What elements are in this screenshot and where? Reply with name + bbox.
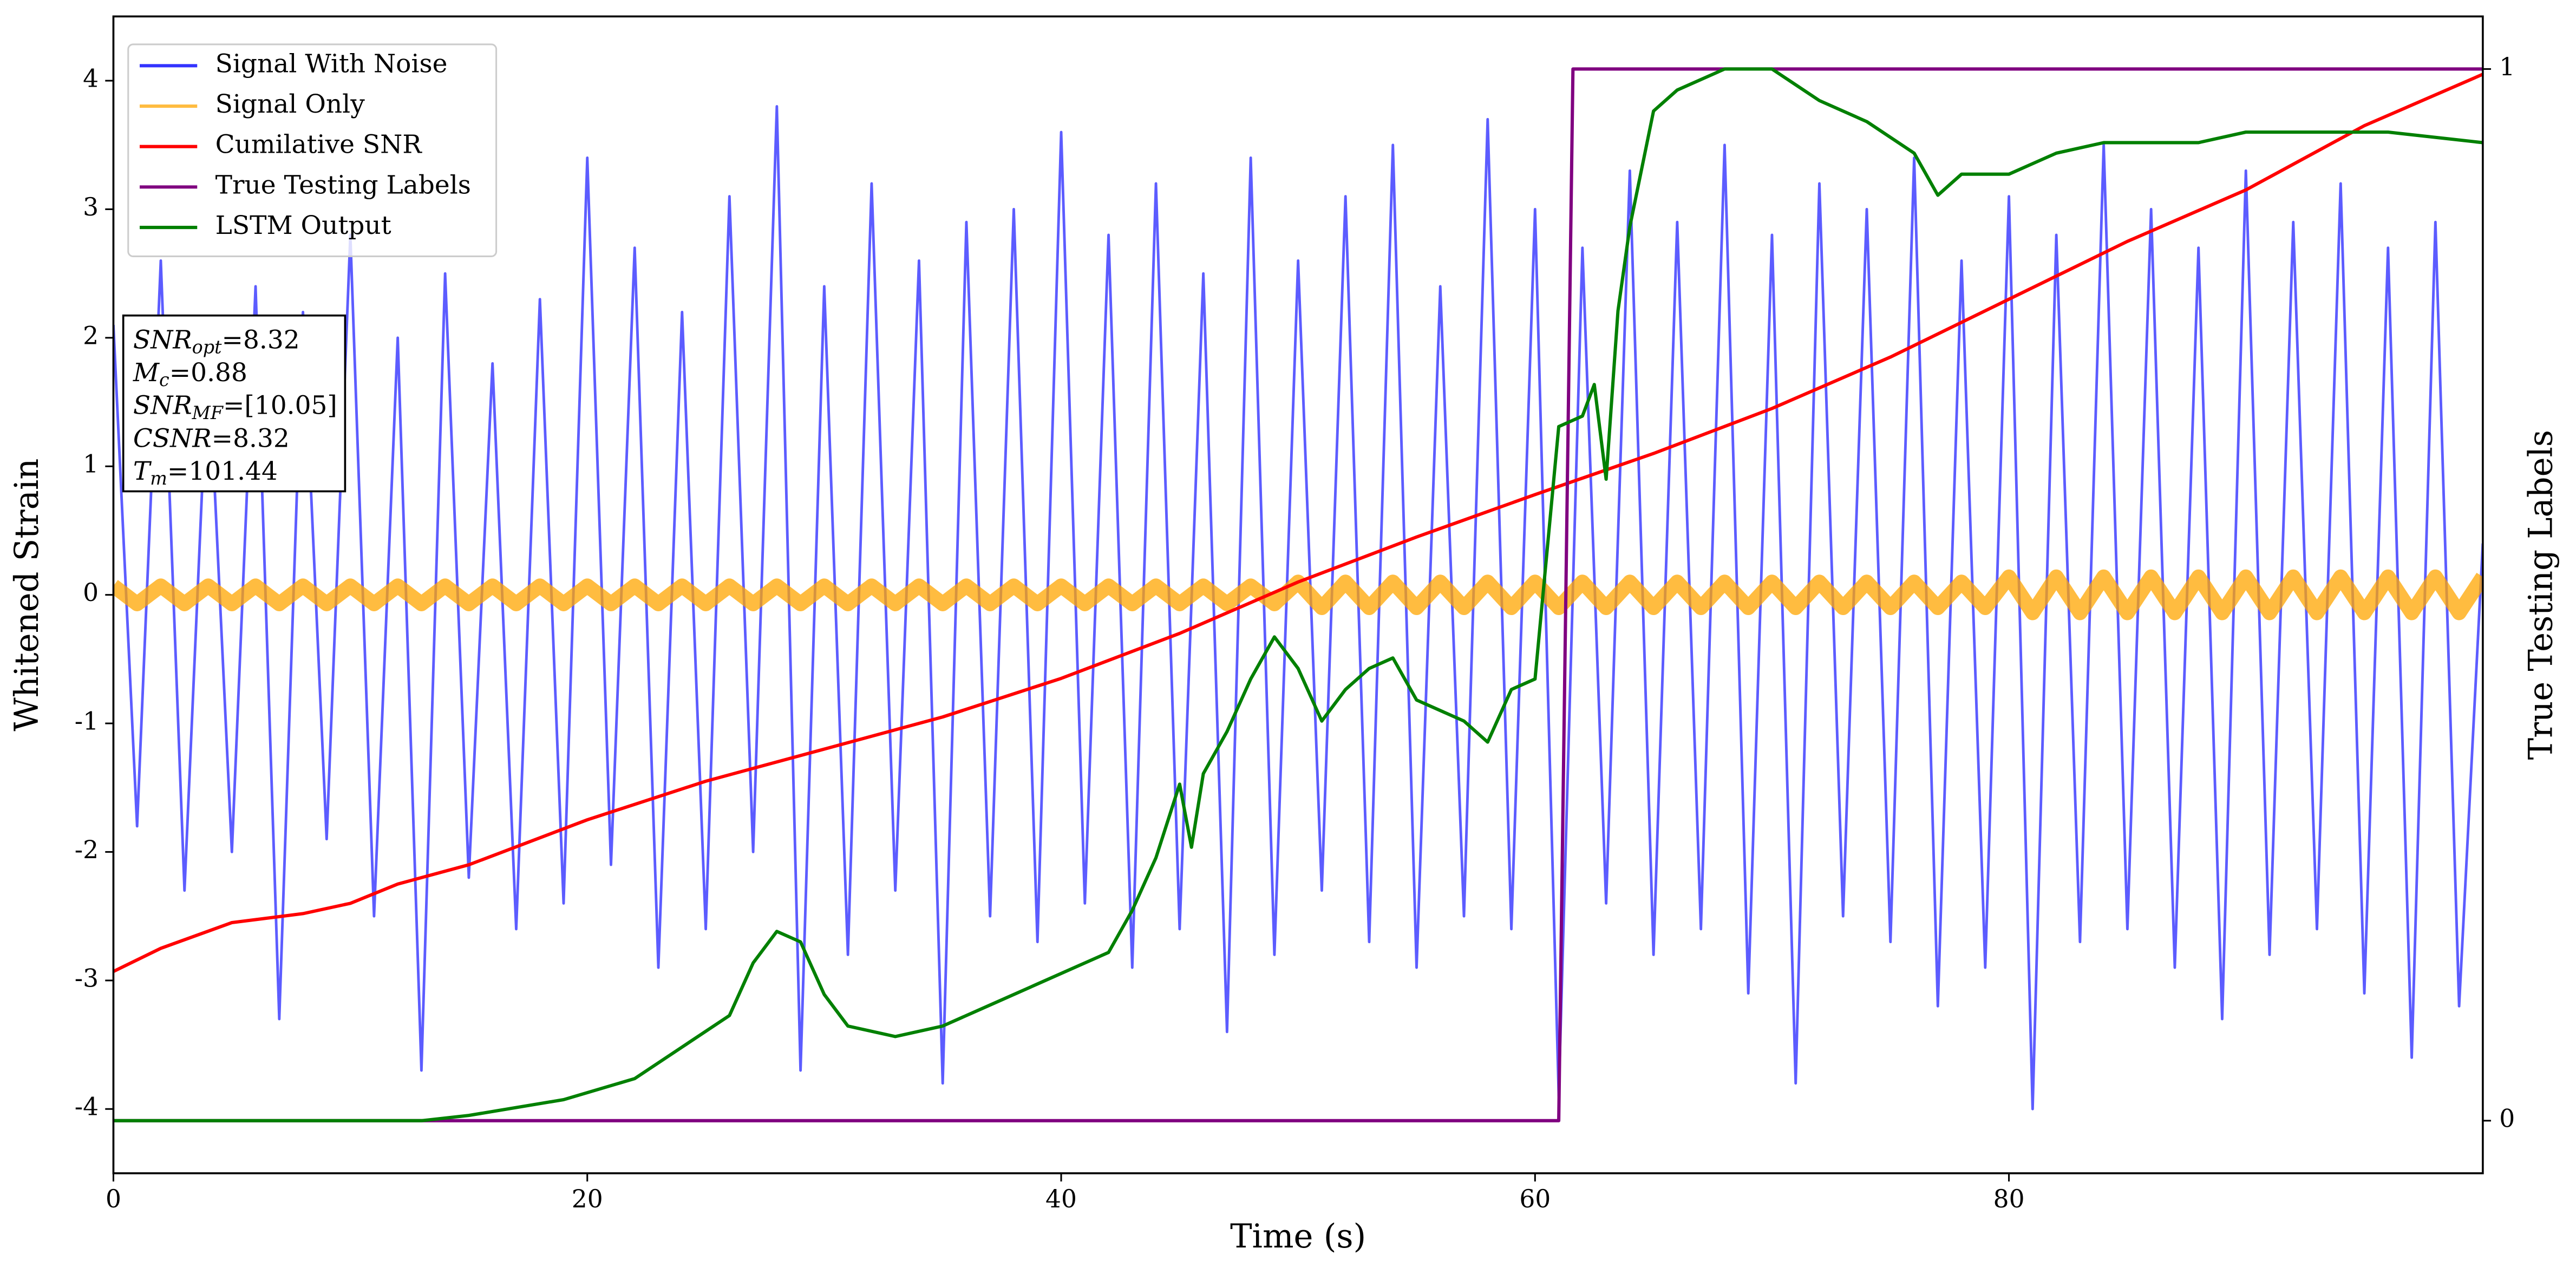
annotation-symbol: SNR [133,325,192,355]
annotation-subscript: MF [192,402,224,423]
x-tick-label: 60 [1519,1185,1551,1213]
annotation: Mc=0.88 [133,358,247,390]
annotation-value: =8.32 [212,423,290,453]
series-line [113,67,2483,1122]
annotation: CSNR=8.32 [133,423,290,453]
x-axis-label: Time (s) [1230,1218,1366,1256]
y2-axis-label: True Testing Labels [2522,430,2560,760]
x-tick-label: 20 [572,1185,603,1213]
annotation-symbol: M [133,358,160,388]
y-tick-label: -2 [75,835,99,864]
legend-label: LSTM Output [215,211,391,240]
annotation-value: =8.32 [222,325,300,355]
y-tick-label: -4 [75,1093,99,1121]
y2-tick-label: 0 [2499,1104,2515,1133]
annotation-symbol: SNR [133,391,192,421]
annotation: SNRopt=8.32 [133,325,300,357]
annotation-value: =0.88 [169,358,247,388]
x-tick-label: 0 [106,1185,121,1213]
x-tick-label: 80 [1993,1185,2025,1213]
y2-tick-label: 1 [2499,53,2515,81]
annotation-subscript: m [150,468,167,489]
legend-label: Cumilative SNR [215,130,423,160]
annotation-box [122,314,346,493]
y-tick-label: 0 [83,578,99,607]
annotation-subscript: c [159,369,169,390]
series-line [113,73,2483,973]
y-tick-label: 2 [83,321,99,350]
annotation-value: =101.44 [167,456,278,486]
y-tick-label: -3 [75,964,99,992]
y-tick-label: 4 [83,64,99,93]
y-tick-label: 1 [83,450,99,479]
legend-box [127,43,498,257]
y-tick-label: -1 [75,707,99,736]
annotation-value: =[10.05] [223,391,337,421]
y-axis-label: Whitened Strain [8,459,46,731]
series-line [113,105,2483,1110]
legend-label: True Testing Labels [215,170,471,200]
annotation-subscript: opt [192,336,222,357]
annotation: SNRMF=[10.05] [133,391,337,423]
annotation-symbol: CSNR [133,423,212,453]
annotation-symbol: T [133,456,152,486]
legend-label: Signal Only [215,89,365,119]
annotation: Tm=101.44 [133,456,278,489]
series-line [113,67,2483,1122]
plot-area [113,67,2483,1122]
y-tick-label: 3 [83,193,99,221]
x-tick-label: 40 [1045,1185,1077,1213]
legend-label: Signal With Noise [215,49,448,79]
